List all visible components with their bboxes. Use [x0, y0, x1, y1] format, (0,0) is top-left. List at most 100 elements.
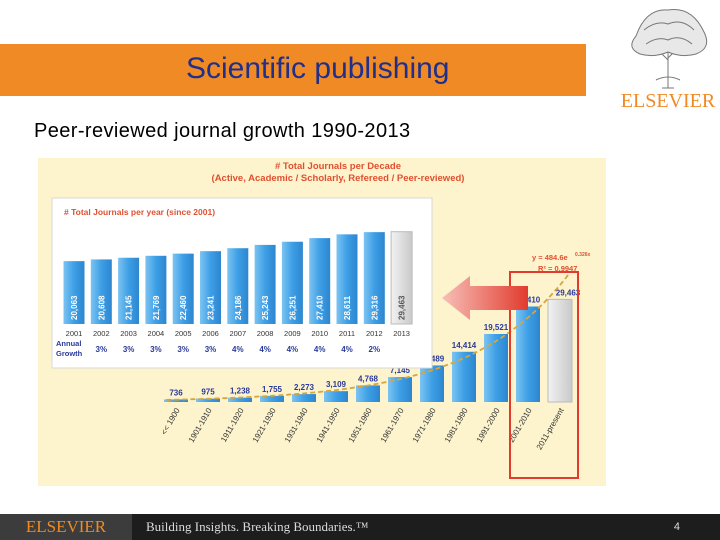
year-value-label: 24,186: [234, 295, 243, 320]
decade-value-label: 7,145: [390, 366, 411, 375]
year-tick-label: 2006: [202, 329, 219, 338]
decade-value-label: 4,768: [358, 374, 379, 383]
year-value-label: 29,316: [370, 295, 379, 320]
decade-bar: [324, 391, 348, 402]
chart-area: # Total Journals per Decade (Active, Acad…: [38, 158, 606, 486]
year-bar: [118, 257, 140, 324]
decade-value-label: 14,414: [452, 341, 477, 350]
year-tick-label: 2008: [257, 329, 274, 338]
year-tick-label: 2003: [120, 329, 137, 338]
trend-r-squared: R² = 0.9947: [538, 264, 577, 273]
decade-tick-label: << 1900: [159, 406, 182, 436]
decade-bar: [164, 399, 188, 402]
year-value-label: 20,063: [70, 295, 79, 320]
year-tick-label: 2009: [284, 329, 301, 338]
decade-bar: [228, 397, 252, 402]
decade-bar: [260, 395, 284, 402]
page-title: Scientific publishing: [186, 52, 450, 85]
decade-value-label: 19,521: [484, 323, 509, 332]
year-value-label: 27,410: [316, 295, 325, 320]
year-bar: [309, 238, 331, 324]
year-tick-label: 2001: [66, 329, 83, 338]
decade-tick-label: 1911-1920: [219, 406, 246, 444]
year-tick-label: 2013: [393, 329, 410, 338]
decade-tick-label: 1961-1970: [379, 406, 406, 444]
annual-growth-value: 4%: [232, 345, 244, 354]
year-bar: [227, 248, 249, 324]
decade-bar: [516, 306, 540, 402]
year-value-label: 26,251: [288, 295, 297, 320]
year-value-label: 20,608: [97, 295, 106, 320]
journals-chart: # Total Journals per Decade(Active, Acad…: [51, 161, 591, 479]
decade-bar: [547, 298, 573, 403]
year-bar: [90, 259, 112, 324]
annual-growth-value: 4%: [314, 345, 326, 354]
annual-growth-label: Annual: [56, 339, 81, 348]
annual-growth-value: 3%: [205, 345, 217, 354]
title-band: [0, 44, 586, 96]
annual-growth-value: 4%: [287, 345, 299, 354]
decade-bar: [356, 385, 380, 402]
decade-bar: [196, 398, 220, 402]
footer-tagline: Building Insights. Breaking Boundaries.™: [146, 519, 369, 534]
decade-value-label: 27,410: [516, 296, 541, 305]
footer-bar: ELSEVIER Building Insights. Breaking Bou…: [0, 514, 720, 540]
year-tick-label: 2010: [311, 329, 328, 338]
year-value-label: 21,145: [125, 295, 134, 320]
year-tick-label: 2007: [229, 329, 246, 338]
year-bar: [254, 244, 276, 324]
elsevier-logo-text: ELSEVIER: [620, 90, 716, 112]
year-tick-label: 2005: [175, 329, 192, 338]
decade-tick-label: 1931-1940: [283, 406, 310, 444]
year-tick-label: 2004: [148, 329, 165, 338]
footer-elsevier-logo: ELSEVIER: [0, 514, 132, 540]
decade-value-label: 1,755: [262, 385, 283, 394]
decade-bar: [484, 333, 508, 402]
year-value-label: 22,460: [179, 295, 188, 320]
main-chart-subtitle: (Active, Academic / Scholarly, Refereed …: [212, 173, 465, 184]
year-bar: [172, 253, 194, 324]
page-number: 4: [673, 521, 680, 533]
trend-equation: y = 484.6e: [532, 253, 568, 262]
year-bar: [281, 241, 303, 324]
year-tick-label: 2012: [366, 329, 383, 338]
decade-tick-label: 1971-1980: [411, 406, 438, 444]
year-value-label: 28,611: [343, 295, 352, 320]
decade-value-label: 975: [201, 388, 215, 397]
year-bar: [63, 261, 85, 324]
annual-growth-value: 3%: [123, 345, 135, 354]
decade-tick-label: 1901-1910: [187, 406, 214, 444]
year-bar: [390, 231, 413, 325]
main-chart-title: # Total Journals per Decade: [275, 161, 401, 172]
decade-value-label: 1,238: [230, 387, 251, 396]
year-value-label: 23,241: [207, 295, 216, 320]
decade-bar: [292, 394, 316, 402]
elsevier-tree-logo-icon: [631, 8, 708, 89]
year-tick-label: 2011: [339, 329, 355, 338]
annual-growth-value: 4%: [341, 345, 353, 354]
annual-growth-value: 3%: [96, 345, 108, 354]
decade-bar: [420, 365, 444, 402]
highlight-arrow: [442, 276, 528, 320]
decade-tick-label: 1981-1990: [443, 406, 470, 444]
year-value-label: 25,243: [261, 295, 270, 320]
year-bar: [336, 234, 358, 324]
annual-growth-value: 3%: [150, 345, 162, 354]
decade-value-label: 29,463: [556, 288, 581, 297]
decade-tick-label: 2011-present: [535, 406, 566, 451]
year-bar: [145, 255, 167, 324]
trend-line: [166, 272, 571, 401]
annual-growth-label: Growth: [56, 349, 83, 358]
trend-exponent: 0.326x: [575, 252, 591, 258]
year-tick-label: 2002: [93, 329, 110, 338]
decade-tick-label: 1951-1960: [347, 406, 374, 444]
decade-value-label: 736: [169, 388, 183, 397]
decade-tick-label: 1941-1950: [315, 406, 342, 444]
year-value-label: 21,769: [152, 295, 161, 320]
year-bar: [200, 251, 221, 324]
decade-tick-label: 1991-2000: [475, 406, 502, 444]
year-bar: [363, 232, 385, 324]
inset-chart-title: # Total Journals per year (since 2001): [64, 207, 215, 217]
annual-growth-value: 4%: [259, 345, 271, 354]
decade-value-label: 2,273: [294, 383, 315, 392]
